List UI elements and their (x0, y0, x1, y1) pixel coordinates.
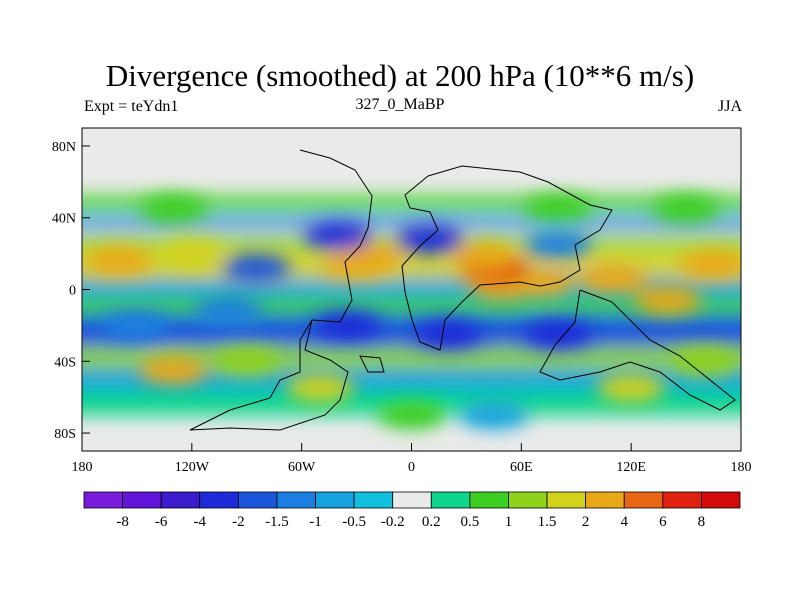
contour-region-7 (633, 286, 702, 315)
x-tick-label-4: 60E (510, 460, 533, 475)
colorbar-label-8: 0.2 (422, 514, 441, 530)
contour-region-23 (670, 347, 739, 376)
contour-band-3 (82, 253, 741, 279)
contour-region-10 (157, 239, 226, 268)
coastline-americas (189, 149, 373, 431)
x-axis: 180 120W 60W 0 60E 120E 180 (72, 443, 752, 475)
contour-region-15 (523, 320, 592, 349)
contour-region-24 (212, 347, 281, 376)
colorbar-swatch-6 (315, 491, 355, 509)
contour-region-14 (414, 320, 483, 349)
contour-band-4 (82, 278, 741, 297)
contour-region-9 (84, 246, 153, 275)
experiment-label: Expt = teYdn1 (84, 98, 179, 115)
colorbar-swatch-10 (469, 491, 509, 509)
contour-region-26 (139, 194, 208, 223)
colorbar-label-1: -6 (155, 514, 168, 530)
contour-region-27 (523, 194, 592, 223)
y-axis: 80N 40N 0 40S 80S (52, 140, 90, 442)
contour-region-19 (304, 221, 373, 250)
contour-region-29 (377, 401, 446, 430)
colorbar-swatch-11 (508, 491, 548, 509)
x-tick-label-6: 180 (731, 460, 752, 475)
chart-title: Divergence (smoothed) at 200 hPa (10**6 … (105, 58, 695, 93)
colorbar-label-12: 2 (582, 514, 590, 530)
colorbar-label-15: 8 (698, 514, 706, 530)
x-tick-label-2: 60W (288, 460, 316, 475)
colorbar-label-6: -0.5 (342, 514, 366, 530)
y-tick-label-4: 80S (54, 427, 76, 442)
colorbar-label-5: -1 (309, 514, 322, 530)
coastline-southern (359, 355, 385, 373)
y-tick-label-0: 80N (52, 140, 76, 155)
colorbar-swatch-4 (237, 491, 278, 509)
contour-region-8 (679, 250, 741, 279)
season-label: JJA (717, 98, 742, 115)
contour-region-20 (139, 356, 208, 385)
contour-region-25 (459, 401, 528, 430)
x-tick-label-0: 180 (72, 460, 93, 475)
coastline-layer (189, 149, 736, 431)
colorbar-label-2: -4 (194, 514, 207, 530)
colorbar-label-3: -2 (232, 514, 245, 530)
colorbar-label-13: 4 (620, 514, 628, 530)
colorbar-swatch-9 (430, 491, 471, 509)
colorbar: -8 -6 -4 -2 -1.5 -1 -0.5 -0.2 0.2 0.5 1 1.5 2 4 6 8 (83, 491, 741, 530)
contour-region-22 (597, 374, 666, 403)
contour-region-12 (194, 297, 263, 326)
colorbar-label-0: -8 (116, 514, 129, 530)
y-tick-label-3: 40S (54, 355, 76, 370)
contour-region-11 (221, 253, 290, 282)
colorbar-swatch-0 (83, 491, 123, 509)
colorbar-swatch-2 (160, 491, 201, 509)
colorbar-label-10: 1 (505, 514, 513, 530)
contour-region-21 (285, 374, 354, 403)
coastline-africa-eurasia (401, 165, 613, 351)
colorbar-swatch-5 (276, 491, 316, 509)
contour-region-1 (337, 243, 406, 272)
colorbar-swatch-1 (122, 491, 162, 509)
colorbar-label-4: -1.5 (265, 514, 289, 530)
colorbar-label-9: 0.5 (461, 514, 480, 530)
contour-band-1 (82, 217, 741, 229)
contour-region-18 (395, 225, 464, 254)
contour-region-6 (578, 264, 647, 293)
contour-region-28 (652, 194, 721, 223)
colorbar-swatch-16 (701, 491, 741, 509)
coastline-australia (539, 289, 736, 411)
x-tick-label-1: 120W (175, 460, 210, 475)
contour-blob-layer (84, 194, 741, 430)
colorbar-label-11: 1.5 (538, 514, 557, 530)
colorbar-swatch-15 (662, 491, 702, 509)
colorbar-swatch-12 (546, 491, 587, 509)
y-tick-label-1: 40N (52, 212, 76, 227)
colorbar-swatch-13 (585, 491, 625, 509)
colorbar-label-14: 6 (659, 514, 667, 530)
colorbar-swatch-14 (623, 491, 664, 509)
contour-region-17 (523, 230, 592, 259)
x-tick-label-5: 120E (616, 460, 646, 475)
y-tick-label-2: 0 (69, 284, 76, 299)
period-label: 327_0_MaBP (355, 96, 445, 113)
colorbar-swatch-3 (199, 491, 239, 509)
contour-region-13 (313, 311, 382, 340)
contour-region-5 (450, 243, 519, 272)
colorbar-swatch-7 (353, 491, 394, 509)
colorbar-label-7: -0.2 (381, 514, 405, 530)
x-tick-label-3: 0 (408, 460, 415, 475)
colorbar-swatch-8 (392, 491, 432, 509)
contour-region-16 (102, 311, 171, 340)
